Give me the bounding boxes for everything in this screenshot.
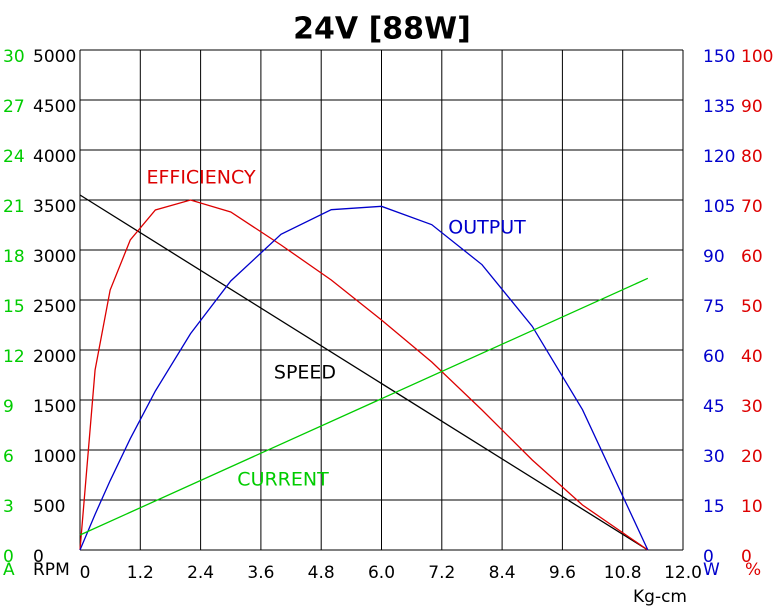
series-line (79, 199, 649, 551)
x-tick-label: 12.0 (664, 563, 702, 583)
y2-tick-label: 105 (703, 197, 735, 217)
y2-tick-label: 150 (703, 47, 735, 67)
y3-tick-label: 15 (3, 297, 25, 317)
y-tick-label: 4000 (33, 147, 76, 167)
y3-tick-label: 6 (3, 447, 14, 467)
y4-axis-label: % (745, 560, 761, 580)
x-tick-label: 7.2 (428, 563, 455, 583)
x-tick-label: 0 (80, 563, 91, 583)
y2-tick-label: 30 (703, 447, 725, 467)
y4-tick-label: 100 (741, 47, 773, 67)
series-label: SPEED (274, 362, 336, 384)
y4-tick-label: 0 (741, 547, 752, 567)
y3-axis-label: A (3, 560, 15, 580)
y-tick-label: 0 (33, 547, 44, 567)
chart-title: 24V [88W] (293, 12, 471, 47)
y-tick-label: 3500 (33, 197, 76, 217)
y3-tick-label: 30 (3, 47, 25, 67)
x-tick-label: 2.4 (187, 563, 214, 583)
y-tick-label: 2000 (33, 347, 76, 367)
y2-tick-label: 0 (703, 547, 714, 567)
y-tick-label: 4500 (33, 97, 76, 117)
x-tick-label: 8.4 (489, 563, 516, 583)
y-tick-label: 1500 (33, 397, 76, 417)
y4-tick-label: 80 (741, 147, 763, 167)
y4-tick-label: 60 (741, 247, 763, 267)
y3-tick-label: 0 (3, 547, 14, 567)
x-tick-label: 4.8 (308, 563, 335, 583)
y2-tick-label: 60 (703, 347, 725, 367)
y-tick-label: 2500 (33, 297, 76, 317)
y3-tick-label: 24 (3, 147, 25, 167)
y2-tick-label: 45 (703, 397, 725, 417)
y-tick-label: 1000 (33, 447, 76, 467)
y-axis-label: RPM (33, 560, 70, 580)
y2-tick-label: 90 (703, 247, 725, 267)
series-label: EFFICIENCY (146, 167, 255, 189)
y2-tick-label: 120 (703, 147, 735, 167)
series-label: CURRENT (237, 469, 329, 491)
y3-tick-label: 27 (3, 97, 25, 117)
series-line (79, 194, 649, 551)
x-axis-label: Kg-cm (633, 587, 687, 607)
y2-axis-label: W (703, 560, 720, 580)
y2-tick-label: 15 (703, 497, 725, 517)
y4-tick-label: 70 (741, 197, 763, 217)
series-label: OUTPUT (448, 217, 526, 239)
series-line (79, 205, 649, 551)
y3-tick-label: 3 (3, 497, 14, 517)
y4-tick-label: 90 (741, 97, 763, 117)
y3-tick-label: 21 (3, 197, 25, 217)
y3-tick-label: 18 (3, 247, 25, 267)
y-tick-label: 3000 (33, 247, 76, 267)
x-tick-label: 6.0 (368, 563, 395, 583)
y3-tick-label: 12 (3, 347, 25, 367)
series-line (79, 277, 649, 536)
x-tick-label: 1.2 (127, 563, 154, 583)
y2-tick-label: 135 (703, 97, 735, 117)
y4-tick-label: 20 (741, 447, 763, 467)
x-tick-label: 10.8 (604, 563, 642, 583)
x-tick-label: 3.6 (247, 563, 274, 583)
y4-tick-label: 40 (741, 347, 763, 367)
y4-tick-label: 50 (741, 297, 763, 317)
y3-tick-label: 9 (3, 397, 14, 417)
y-tick-label: 500 (33, 497, 65, 517)
x-tick-label: 9.6 (549, 563, 576, 583)
y-tick-label: 5000 (33, 47, 76, 67)
y4-tick-label: 30 (741, 397, 763, 417)
y2-tick-label: 75 (703, 297, 725, 317)
y4-tick-label: 10 (741, 497, 763, 517)
